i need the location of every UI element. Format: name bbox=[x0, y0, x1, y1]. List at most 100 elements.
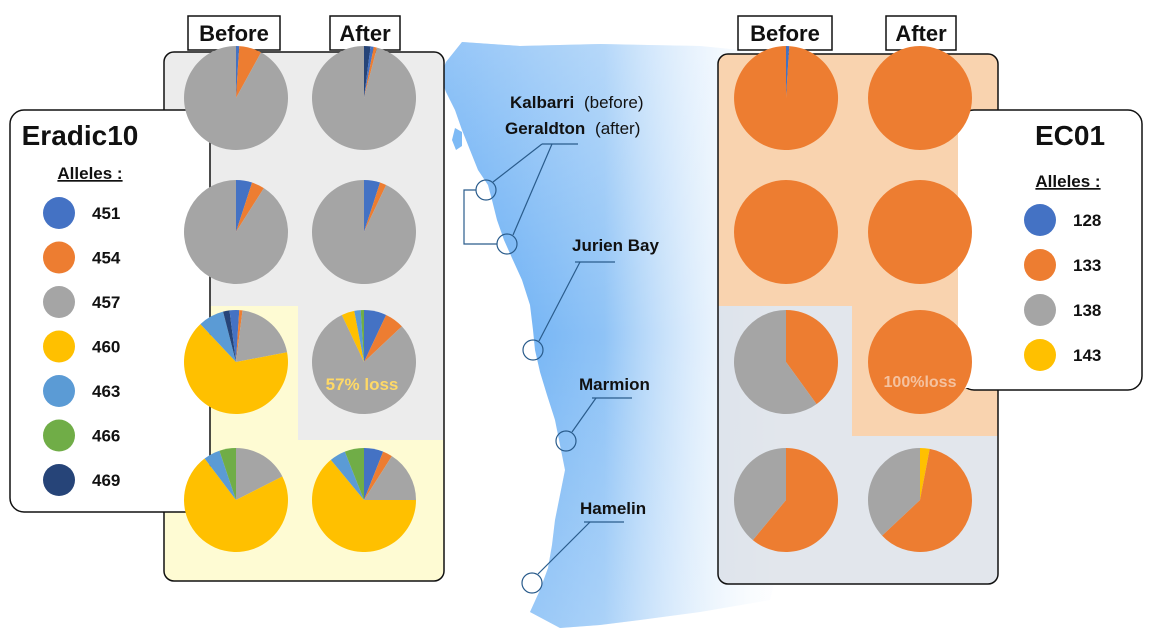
pie-slice-133 bbox=[882, 448, 972, 552]
pie-slice-454 bbox=[364, 46, 377, 98]
marker-jurien bbox=[522, 339, 544, 361]
pie-slice-463 bbox=[354, 310, 364, 362]
ec01-legend-swatch-143 bbox=[1024, 339, 1056, 371]
ec01-alleles-label: Alleles : bbox=[1035, 172, 1100, 191]
eradic10-loss-label: 57% loss bbox=[326, 375, 399, 394]
ec01-legend-label-133: 133 bbox=[1073, 256, 1101, 275]
eradic10-legend-swatch-457 bbox=[43, 286, 75, 318]
coastline-map bbox=[428, 42, 805, 628]
pie-slice-133 bbox=[734, 46, 839, 150]
header-box-before bbox=[187, 15, 281, 51]
leader-marmion bbox=[571, 397, 597, 433]
ec01-pie-r3-c1 bbox=[733, 310, 838, 414]
eradic10-pie-r1-c1 bbox=[184, 45, 289, 150]
ec01-legend-label-128: 128 bbox=[1073, 211, 1101, 230]
pie-slice-138 bbox=[733, 310, 817, 414]
label-geraldton: Geraldton (after) bbox=[505, 119, 640, 138]
pie-slice-451 bbox=[364, 448, 384, 500]
pie-slice-457 bbox=[184, 46, 289, 150]
pie-slice-460 bbox=[311, 459, 416, 552]
pie-slice-457 bbox=[311, 180, 416, 284]
pie-slice-138 bbox=[867, 448, 920, 536]
ec01-pie-grid bbox=[733, 45, 972, 552]
pie-slice-457 bbox=[184, 180, 289, 284]
header-box-after-ec bbox=[885, 15, 957, 51]
ec01-legend-items: 128 133 138 143 bbox=[1024, 204, 1101, 371]
eradic10-alleles-label: Alleles : bbox=[57, 164, 122, 183]
pie-slice-451 bbox=[364, 46, 374, 98]
ec01-legend-swatch-138 bbox=[1024, 294, 1056, 326]
eradic10-legend-swatch-454 bbox=[43, 241, 75, 274]
location-labels: Kalbarri (before) Geraldton (after) Juri… bbox=[505, 93, 659, 518]
pie-slice-460 bbox=[183, 324, 288, 414]
pie-slice-454 bbox=[236, 46, 262, 98]
eradic10-pie-r3-c1 bbox=[183, 309, 288, 414]
eradic10-title: Eradic10 bbox=[22, 120, 139, 151]
eradic10-legend-swatch-460 bbox=[43, 330, 75, 363]
map-island-2 bbox=[452, 128, 462, 150]
label-kalbarri: Kalbarri (before) bbox=[510, 93, 644, 112]
map-highlight bbox=[440, 42, 805, 628]
header-before: Before bbox=[199, 21, 269, 46]
ec01-legend-label-138: 138 bbox=[1073, 301, 1101, 320]
pie-slice-133 bbox=[734, 180, 838, 284]
leader-jurien bbox=[538, 261, 581, 342]
eradic10-pie-grid bbox=[183, 45, 417, 552]
header-box-before-ec bbox=[737, 15, 833, 51]
leader-geraldton bbox=[512, 143, 553, 236]
ec01-pie-r4-c1 bbox=[733, 448, 838, 552]
eradic10-legend-cover bbox=[152, 112, 166, 510]
eradic10-legend-items: 451 454 457 460 463 466 469 bbox=[43, 197, 121, 496]
eradic10-legend-label-469: 469 bbox=[92, 471, 120, 490]
label-geraldton-note: (after) bbox=[595, 119, 640, 138]
pie-slice-451 bbox=[364, 310, 387, 362]
eradic10-pie-r3-c2 bbox=[312, 309, 417, 414]
pie-slice-451 bbox=[236, 45, 240, 98]
ec01-pie-r1-c2 bbox=[868, 46, 972, 150]
ec01-title: EC01 bbox=[1035, 120, 1105, 151]
label-kalbarri-note: (before) bbox=[584, 93, 644, 112]
eradic10-pie-r4-c1 bbox=[183, 448, 288, 552]
pie-slice-457 bbox=[236, 310, 288, 362]
ec01-pie-r1-c1 bbox=[734, 45, 839, 150]
ec01-legend-swatch-128 bbox=[1024, 204, 1056, 236]
location-markers bbox=[463, 143, 632, 594]
ec01-legend-swatch-133 bbox=[1024, 249, 1056, 281]
pie-slice-469 bbox=[364, 46, 371, 98]
eradic10-legend-label-451: 451 bbox=[92, 204, 120, 223]
header-after: After bbox=[339, 21, 391, 46]
pie-slice-454 bbox=[236, 182, 264, 232]
ec01-pie-r3-c2 bbox=[868, 310, 972, 414]
pie-slice-133 bbox=[786, 310, 838, 405]
bracket-kalbarri-geraldton bbox=[463, 189, 497, 245]
label-kalbarri-name: Kalbarri bbox=[510, 93, 574, 112]
label-jurien: Jurien Bay bbox=[572, 236, 659, 255]
pie-slice-466 bbox=[219, 448, 236, 500]
leader-hamelin bbox=[537, 521, 591, 575]
pie-slice-460 bbox=[183, 458, 288, 552]
eradic10-legend-swatch-469 bbox=[43, 464, 75, 496]
pie-slice-133 bbox=[868, 310, 972, 414]
pie-slice-143 bbox=[920, 448, 930, 500]
pie-slice-451 bbox=[236, 180, 253, 232]
pie-slice-463 bbox=[204, 450, 236, 500]
label-marmion: Marmion bbox=[579, 375, 650, 394]
eradic10-pie-r4-c2 bbox=[311, 448, 417, 552]
eradic10-headers: Before After bbox=[187, 15, 401, 51]
eradic10-legend-label-460: 460 bbox=[92, 338, 120, 357]
eradic10-legend-label-466: 466 bbox=[92, 427, 120, 446]
eradic10-legend-label-457: 457 bbox=[92, 293, 120, 312]
header-before-ec: Before bbox=[750, 21, 820, 46]
eradic10-legend: Eradic10 Alleles : 451 454 457 460 463 466 469 bbox=[9, 109, 211, 513]
ec01-loss-label: 100%loss bbox=[884, 374, 957, 391]
pie-slice-466 bbox=[360, 309, 364, 362]
pie-slice-138 bbox=[733, 448, 786, 541]
ec01-pie-r4-c2 bbox=[867, 448, 972, 552]
header-after-ec: After bbox=[895, 21, 947, 46]
pie-slice-133 bbox=[868, 180, 972, 284]
eradic10-legend-label-463: 463 bbox=[92, 382, 120, 401]
label-hamelin: Hamelin bbox=[580, 499, 646, 518]
marker-marmion bbox=[555, 430, 577, 452]
pie-slice-451 bbox=[364, 180, 381, 232]
pie-slice-457 bbox=[364, 456, 417, 500]
